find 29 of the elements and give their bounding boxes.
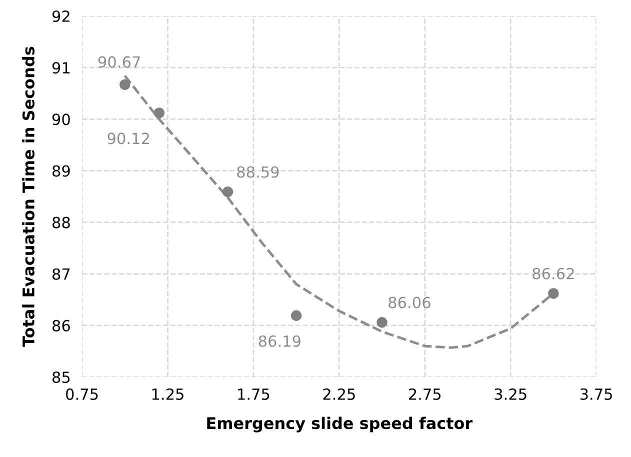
point [222,186,234,198]
data-label: 90.12 [108,132,149,144]
x-axis-title: Emergency slide speed factor [207,416,473,432]
point [290,310,302,322]
y-tick-label: 87 [52,268,70,280]
data-label: 86.06 [388,296,430,308]
point [376,317,388,328]
x-tick-label: 2.25 [323,388,355,400]
data-label: 90.67 [98,56,140,68]
x-tick-label: 1.75 [238,388,270,400]
x-tick-label: 3.25 [494,388,526,400]
data-label: 88.59 [237,166,279,178]
point [154,108,165,118]
y-axis-title: Total Evacuation Time in Seconds [22,46,34,347]
x-tick-label: 1.25 [152,388,184,400]
y-tick-label: 92 [52,10,70,22]
y-tick-label: 88 [52,216,70,228]
x-tick-label: 2.75 [408,388,441,400]
y-tick-label: 85 [52,371,70,384]
point [120,79,130,90]
y-tick-label: 89 [52,165,70,177]
x-tick-label: 3.75 [580,388,612,400]
data-label: 86.62 [532,268,574,280]
y-tick-label: 91 [52,62,70,74]
y-tick-label: 90 [52,114,70,126]
data-label: 86.19 [258,335,300,347]
point [548,288,559,299]
y-tick-label: 86 [52,320,70,332]
x-tick-label: 0.75 [66,388,98,400]
